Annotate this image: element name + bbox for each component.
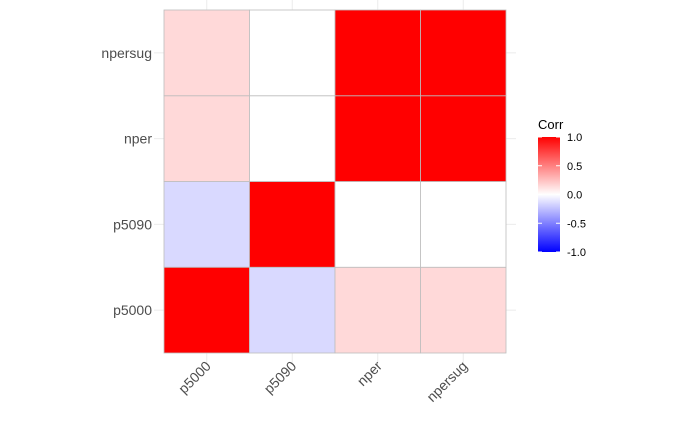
- legend-tick-label: -0.5: [567, 218, 586, 230]
- heatmap-cells: [163, 9, 507, 354]
- y-tick-label-p5090: p5090: [113, 216, 152, 232]
- legend-tick-label: 0.5: [567, 161, 582, 173]
- heatmap-cell-p5000-nper: [163, 95, 250, 182]
- heatmap-cell-npersug-npersug: [420, 9, 507, 97]
- heatmap-cell-p5000-p5090: [163, 181, 250, 268]
- heatmap-cell-npersug-nper: [420, 95, 507, 182]
- x-tick-label-npersug: npersug: [423, 358, 470, 405]
- y-tick-label-npersug: npersug: [101, 45, 152, 61]
- heatmap-cell-nper-npersug: [334, 9, 421, 97]
- x-tick-label-nper: nper: [354, 358, 385, 389]
- x-tick-label-p5000: p5000: [175, 358, 214, 397]
- legend-tick-label: -1.0: [567, 247, 586, 259]
- heatmap-cell-p5090-npersug: [249, 9, 336, 97]
- heatmap-cell-nper-nper: [334, 95, 421, 182]
- legend: Corr 1.0 0.5 0.0 -0.5 -1.0: [538, 117, 586, 259]
- heatmap-cell-nper-p5090: [334, 181, 421, 268]
- heatmap-cell-p5090-nper: [249, 95, 336, 182]
- heatmap-cell-p5000-npersug: [163, 9, 250, 97]
- heatmap-cell-nper-p5000: [334, 266, 421, 354]
- heatmap-cell-p5090-p5090: [249, 181, 336, 268]
- y-tick-label-nper: nper: [124, 131, 152, 147]
- heatmap-cell-p5000-p5000: [163, 266, 250, 354]
- heatmap-cell-npersug-p5090: [420, 181, 507, 268]
- y-tick-label-p5000: p5000: [113, 302, 152, 318]
- heatmap-cell-p5090-p5000: [249, 266, 336, 354]
- legend-tick-label: 0.0: [567, 190, 582, 202]
- heatmap-cell-npersug-p5000: [420, 266, 507, 354]
- legend-ticks: 1.0 0.5 0.0 -0.5 -1.0: [538, 132, 586, 259]
- legend-title: Corr: [538, 117, 564, 132]
- x-tick-label-p5090: p5090: [261, 358, 300, 397]
- y-axis-ticks: p5000 p5090 nper npersug: [101, 45, 152, 318]
- legend-colorbar: [538, 137, 560, 252]
- x-axis-ticks: p5000 p5090 nper npersug: [175, 358, 470, 405]
- legend-tick-label: 1.0: [567, 132, 582, 144]
